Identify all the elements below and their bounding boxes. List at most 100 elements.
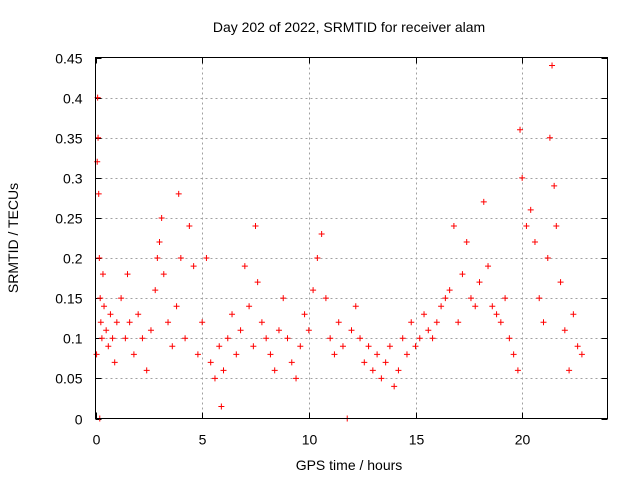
data-point <box>233 351 240 358</box>
data-point <box>124 271 131 278</box>
data-point <box>139 335 146 342</box>
data-point <box>506 335 513 342</box>
data-point <box>158 214 165 221</box>
data-point <box>271 367 278 374</box>
data-point <box>175 190 182 197</box>
data-point <box>293 375 300 382</box>
data-points <box>93 62 585 422</box>
data-point <box>331 351 338 358</box>
y-tick-label: 0.05 <box>55 371 82 387</box>
data-point <box>101 303 108 310</box>
data-point <box>263 335 270 342</box>
data-point <box>472 303 479 310</box>
data-point <box>369 367 376 374</box>
data-point <box>111 359 118 366</box>
data-point <box>103 327 110 334</box>
data-point <box>194 351 201 358</box>
y-tick-label: 0.35 <box>55 131 82 147</box>
data-point <box>280 295 287 302</box>
data-point <box>570 311 577 318</box>
data-point <box>109 335 116 342</box>
data-point <box>467 295 474 302</box>
data-point <box>416 335 423 342</box>
data-point <box>182 335 189 342</box>
data-point <box>450 222 457 229</box>
data-point <box>574 343 581 350</box>
chart-title: Day 202 of 2022, SRMTID for receiver ala… <box>213 19 485 35</box>
data-point <box>523 222 530 229</box>
data-point <box>93 351 100 358</box>
data-point <box>241 263 248 270</box>
data-point <box>352 303 359 310</box>
data-point <box>551 182 558 189</box>
data-point <box>173 303 180 310</box>
y-tick-label: 0.4 <box>63 91 83 107</box>
x-tick-label: 10 <box>302 432 318 448</box>
data-point <box>429 335 436 342</box>
data-point <box>527 206 534 213</box>
x-tick-label: 5 <box>199 432 207 448</box>
data-point <box>386 343 393 350</box>
data-point <box>395 367 402 374</box>
data-point <box>442 295 449 302</box>
data-point <box>485 263 492 270</box>
x-tick-label: 20 <box>515 432 531 448</box>
data-point <box>348 327 355 334</box>
data-point <box>327 335 334 342</box>
data-point <box>288 359 295 366</box>
data-point <box>514 367 521 374</box>
data-point <box>211 375 218 382</box>
data-point <box>446 287 453 294</box>
data-point <box>463 239 470 246</box>
data-point <box>207 359 214 366</box>
data-point <box>95 134 102 141</box>
data-point <box>97 319 104 326</box>
data-point <box>284 335 291 342</box>
data-point <box>186 222 193 229</box>
data-point <box>160 271 167 278</box>
data-point <box>421 311 428 318</box>
data-point <box>322 295 329 302</box>
data-point <box>578 351 585 358</box>
data-point <box>339 343 346 350</box>
data-point <box>566 367 573 374</box>
y-tick-label: 0.45 <box>55 51 82 67</box>
data-point <box>165 319 172 326</box>
y-axis-label: SRMTID / TECUs <box>5 183 21 293</box>
data-point <box>252 222 259 229</box>
data-point <box>246 303 253 310</box>
data-point <box>135 311 142 318</box>
data-point <box>455 319 462 326</box>
data-point <box>335 319 342 326</box>
data-point <box>425 327 432 334</box>
data-point <box>549 62 556 69</box>
data-point <box>96 255 103 262</box>
y-tick-label: 0 <box>75 412 83 428</box>
data-point <box>540 319 547 326</box>
data-point <box>122 335 129 342</box>
x-axis-label: GPS time / hours <box>296 457 403 473</box>
data-point <box>519 174 526 181</box>
data-point <box>169 343 176 350</box>
data-point <box>412 343 419 350</box>
data-point <box>237 327 244 334</box>
data-point <box>553 222 560 229</box>
plot-frame <box>95 57 608 419</box>
data-point <box>301 311 308 318</box>
data-point <box>275 327 282 334</box>
data-point <box>510 351 517 358</box>
data-point <box>557 279 564 286</box>
data-point <box>459 271 466 278</box>
data-point <box>297 343 304 350</box>
data-point <box>154 255 161 262</box>
data-point <box>305 327 312 334</box>
data-point <box>126 319 133 326</box>
data-point <box>254 279 261 286</box>
data-point <box>403 351 410 358</box>
data-point <box>497 319 504 326</box>
data-point <box>365 343 372 350</box>
data-point <box>98 335 105 342</box>
data-point <box>391 383 398 390</box>
data-point <box>382 359 389 366</box>
x-tick-labels: 0 5 10 15 20 <box>93 432 531 448</box>
